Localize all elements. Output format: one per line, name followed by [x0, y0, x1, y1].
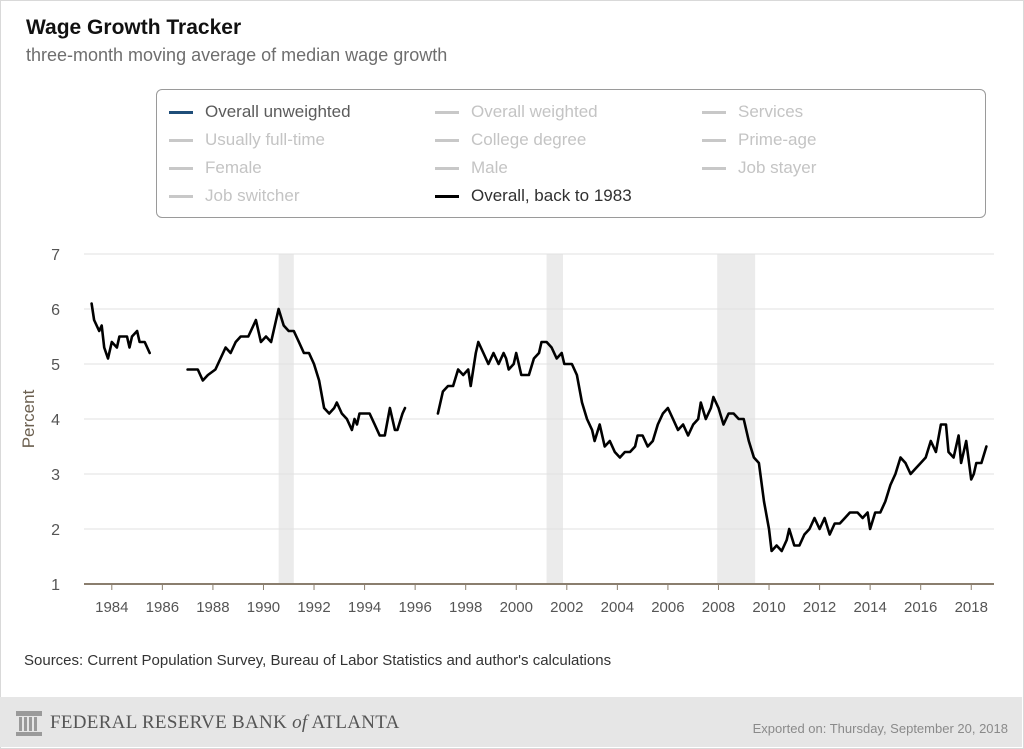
x-tick-label: 2006 — [651, 599, 684, 616]
series-line-overall-back-to-1983 — [90, 302, 151, 360]
x-tick-label: 2002 — [550, 599, 583, 616]
series-line-overall-back-to-1983 — [186, 307, 407, 437]
legend-label: Female — [205, 158, 262, 177]
legend-label: Services — [738, 102, 804, 121]
y-tick-label: 1 — [51, 577, 60, 594]
legend-item[interactable]: Services — [702, 100, 803, 124]
chart-title: Wage Growth Tracker — [26, 16, 242, 39]
legend-item[interactable]: Usually full-time — [169, 128, 325, 152]
legend-swatch — [702, 138, 726, 142]
legend-label: Overall weighted — [471, 102, 598, 121]
legend-swatch — [702, 166, 726, 170]
footer-bar — [0, 697, 1022, 747]
legend-item[interactable]: Job stayer — [702, 156, 816, 180]
y-tick-label: 7 — [51, 247, 60, 264]
chart-subtitle: three-month moving average of median wag… — [26, 45, 448, 65]
legend-item[interactable]: Male — [435, 156, 508, 180]
legend-swatch — [435, 138, 459, 142]
legend-item[interactable]: College degree — [435, 128, 586, 152]
x-tick-label: 2004 — [601, 599, 634, 616]
x-tick-label: 1994 — [348, 599, 381, 616]
y-tick-label: 2 — [51, 522, 60, 539]
legend-item[interactable]: Overall unweighted — [169, 100, 351, 124]
legend-swatch — [435, 110, 459, 114]
legend-label: Overall unweighted — [205, 102, 351, 121]
x-tick-label: 2010 — [752, 599, 785, 616]
x-tick-label: 1998 — [449, 599, 482, 616]
legend-swatch — [435, 166, 459, 170]
legend-item[interactable]: Prime-age — [702, 128, 816, 152]
x-tick-label: 2018 — [955, 599, 988, 616]
export-timestamp: Exported on: Thursday, September 20, 201… — [752, 721, 1008, 736]
legend-item[interactable]: Overall weighted — [435, 100, 598, 124]
series-line-overall-back-to-1983 — [436, 340, 988, 553]
legend-label: Overall, back to 1983 — [471, 186, 632, 205]
y-tick-label: 3 — [51, 467, 60, 484]
x-tick-label: 2012 — [803, 599, 836, 616]
legend-label: College degree — [471, 130, 587, 149]
y-tick-label: 6 — [51, 302, 60, 319]
fed-logo-text: FEDERAL RESERVE BANK of ATLANTA — [50, 712, 400, 733]
x-tick-label: 2014 — [853, 599, 886, 616]
sources-note: Sources: Current Population Survey, Bure… — [24, 652, 612, 669]
fed-atlanta-logo[interactable]: FEDERAL RESERVE BANK of ATLANTA — [14, 708, 400, 738]
legend-label: Usually full-time — [205, 130, 325, 149]
legend-swatch — [169, 166, 193, 170]
legend-item[interactable]: Overall, back to 1983 — [435, 184, 632, 208]
x-tick-label: 1996 — [398, 599, 431, 616]
x-tick-label: 1984 — [95, 599, 128, 616]
legend: Overall unweighted Overall weighted Servic… — [156, 89, 986, 218]
legend-label: Prime-age — [738, 130, 817, 149]
x-tick-label: 1990 — [247, 599, 280, 616]
x-tick-label: 1988 — [196, 599, 229, 616]
line-chart: 1 2 3 4 5 6 7 1984 1986 1988 1990 1992 1994 1996 1998 2… — [19, 247, 994, 616]
x-tick-label: 2000 — [500, 599, 533, 616]
x-tick-label: 2016 — [904, 599, 937, 616]
legend-swatch — [169, 138, 193, 142]
x-tick-label: 2008 — [702, 599, 735, 616]
legend-swatch — [702, 110, 726, 114]
y-tick-label: 5 — [51, 357, 60, 374]
legend-swatch — [169, 110, 193, 114]
legend-label: Job switcher — [205, 186, 300, 205]
y-axis-label: Percent — [19, 389, 38, 448]
legend-item[interactable]: Job switcher — [169, 184, 299, 208]
y-tick-label: 4 — [51, 412, 60, 429]
legend-swatch — [169, 194, 193, 198]
legend-item[interactable]: Female — [169, 156, 262, 180]
x-tick-label: 1986 — [146, 599, 179, 616]
legend-label: Job stayer — [738, 158, 817, 177]
legend-swatch — [435, 194, 459, 198]
x-tick-label: 1992 — [297, 599, 330, 616]
eagle-seal-icon — [16, 711, 42, 736]
legend-label: Male — [471, 158, 508, 177]
